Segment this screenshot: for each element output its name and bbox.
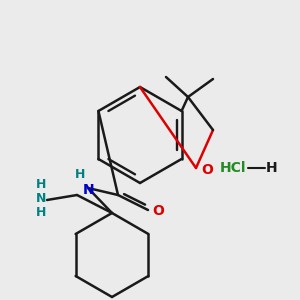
Text: H: H xyxy=(266,161,278,175)
Text: O: O xyxy=(152,204,164,218)
Text: N: N xyxy=(83,183,95,197)
Text: HCl: HCl xyxy=(220,161,246,175)
Text: O: O xyxy=(201,163,213,177)
Text: H: H xyxy=(75,167,85,181)
Text: H
N
H: H N H xyxy=(36,178,46,218)
